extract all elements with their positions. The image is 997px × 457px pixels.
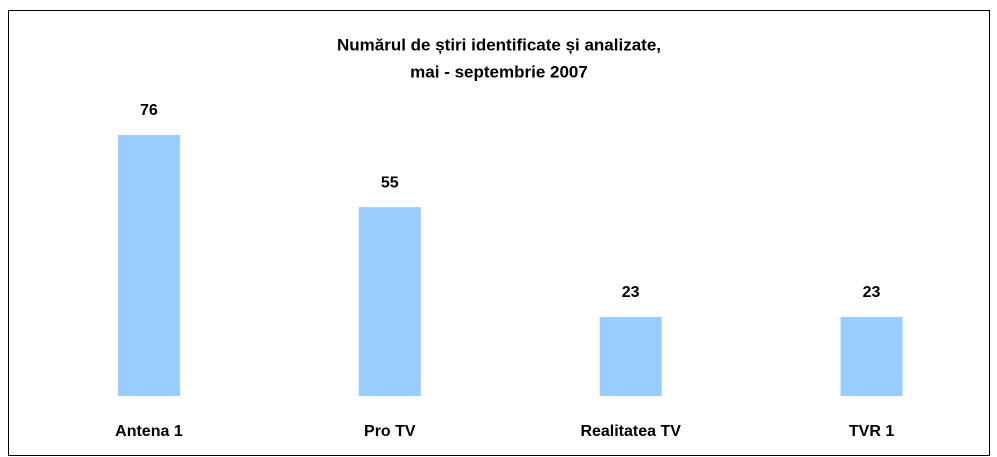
bar (117, 135, 180, 396)
x-tick-label: TVR 1 (849, 423, 894, 440)
bar (599, 317, 662, 396)
bar (840, 317, 903, 396)
x-tick-label: Realitatea TV (580, 423, 681, 440)
chart-title: mai - septembrie 2007 (410, 62, 588, 81)
bar (358, 207, 421, 396)
chart-title: Numărul de știri identificate și analiza… (337, 35, 661, 54)
data-label: 55 (381, 174, 399, 191)
data-label: 23 (863, 284, 881, 301)
x-tick-label: Antena 1 (115, 423, 183, 440)
data-label: 23 (622, 284, 640, 301)
x-tick-label: Pro TV (364, 423, 416, 440)
data-label: 76 (140, 102, 158, 119)
